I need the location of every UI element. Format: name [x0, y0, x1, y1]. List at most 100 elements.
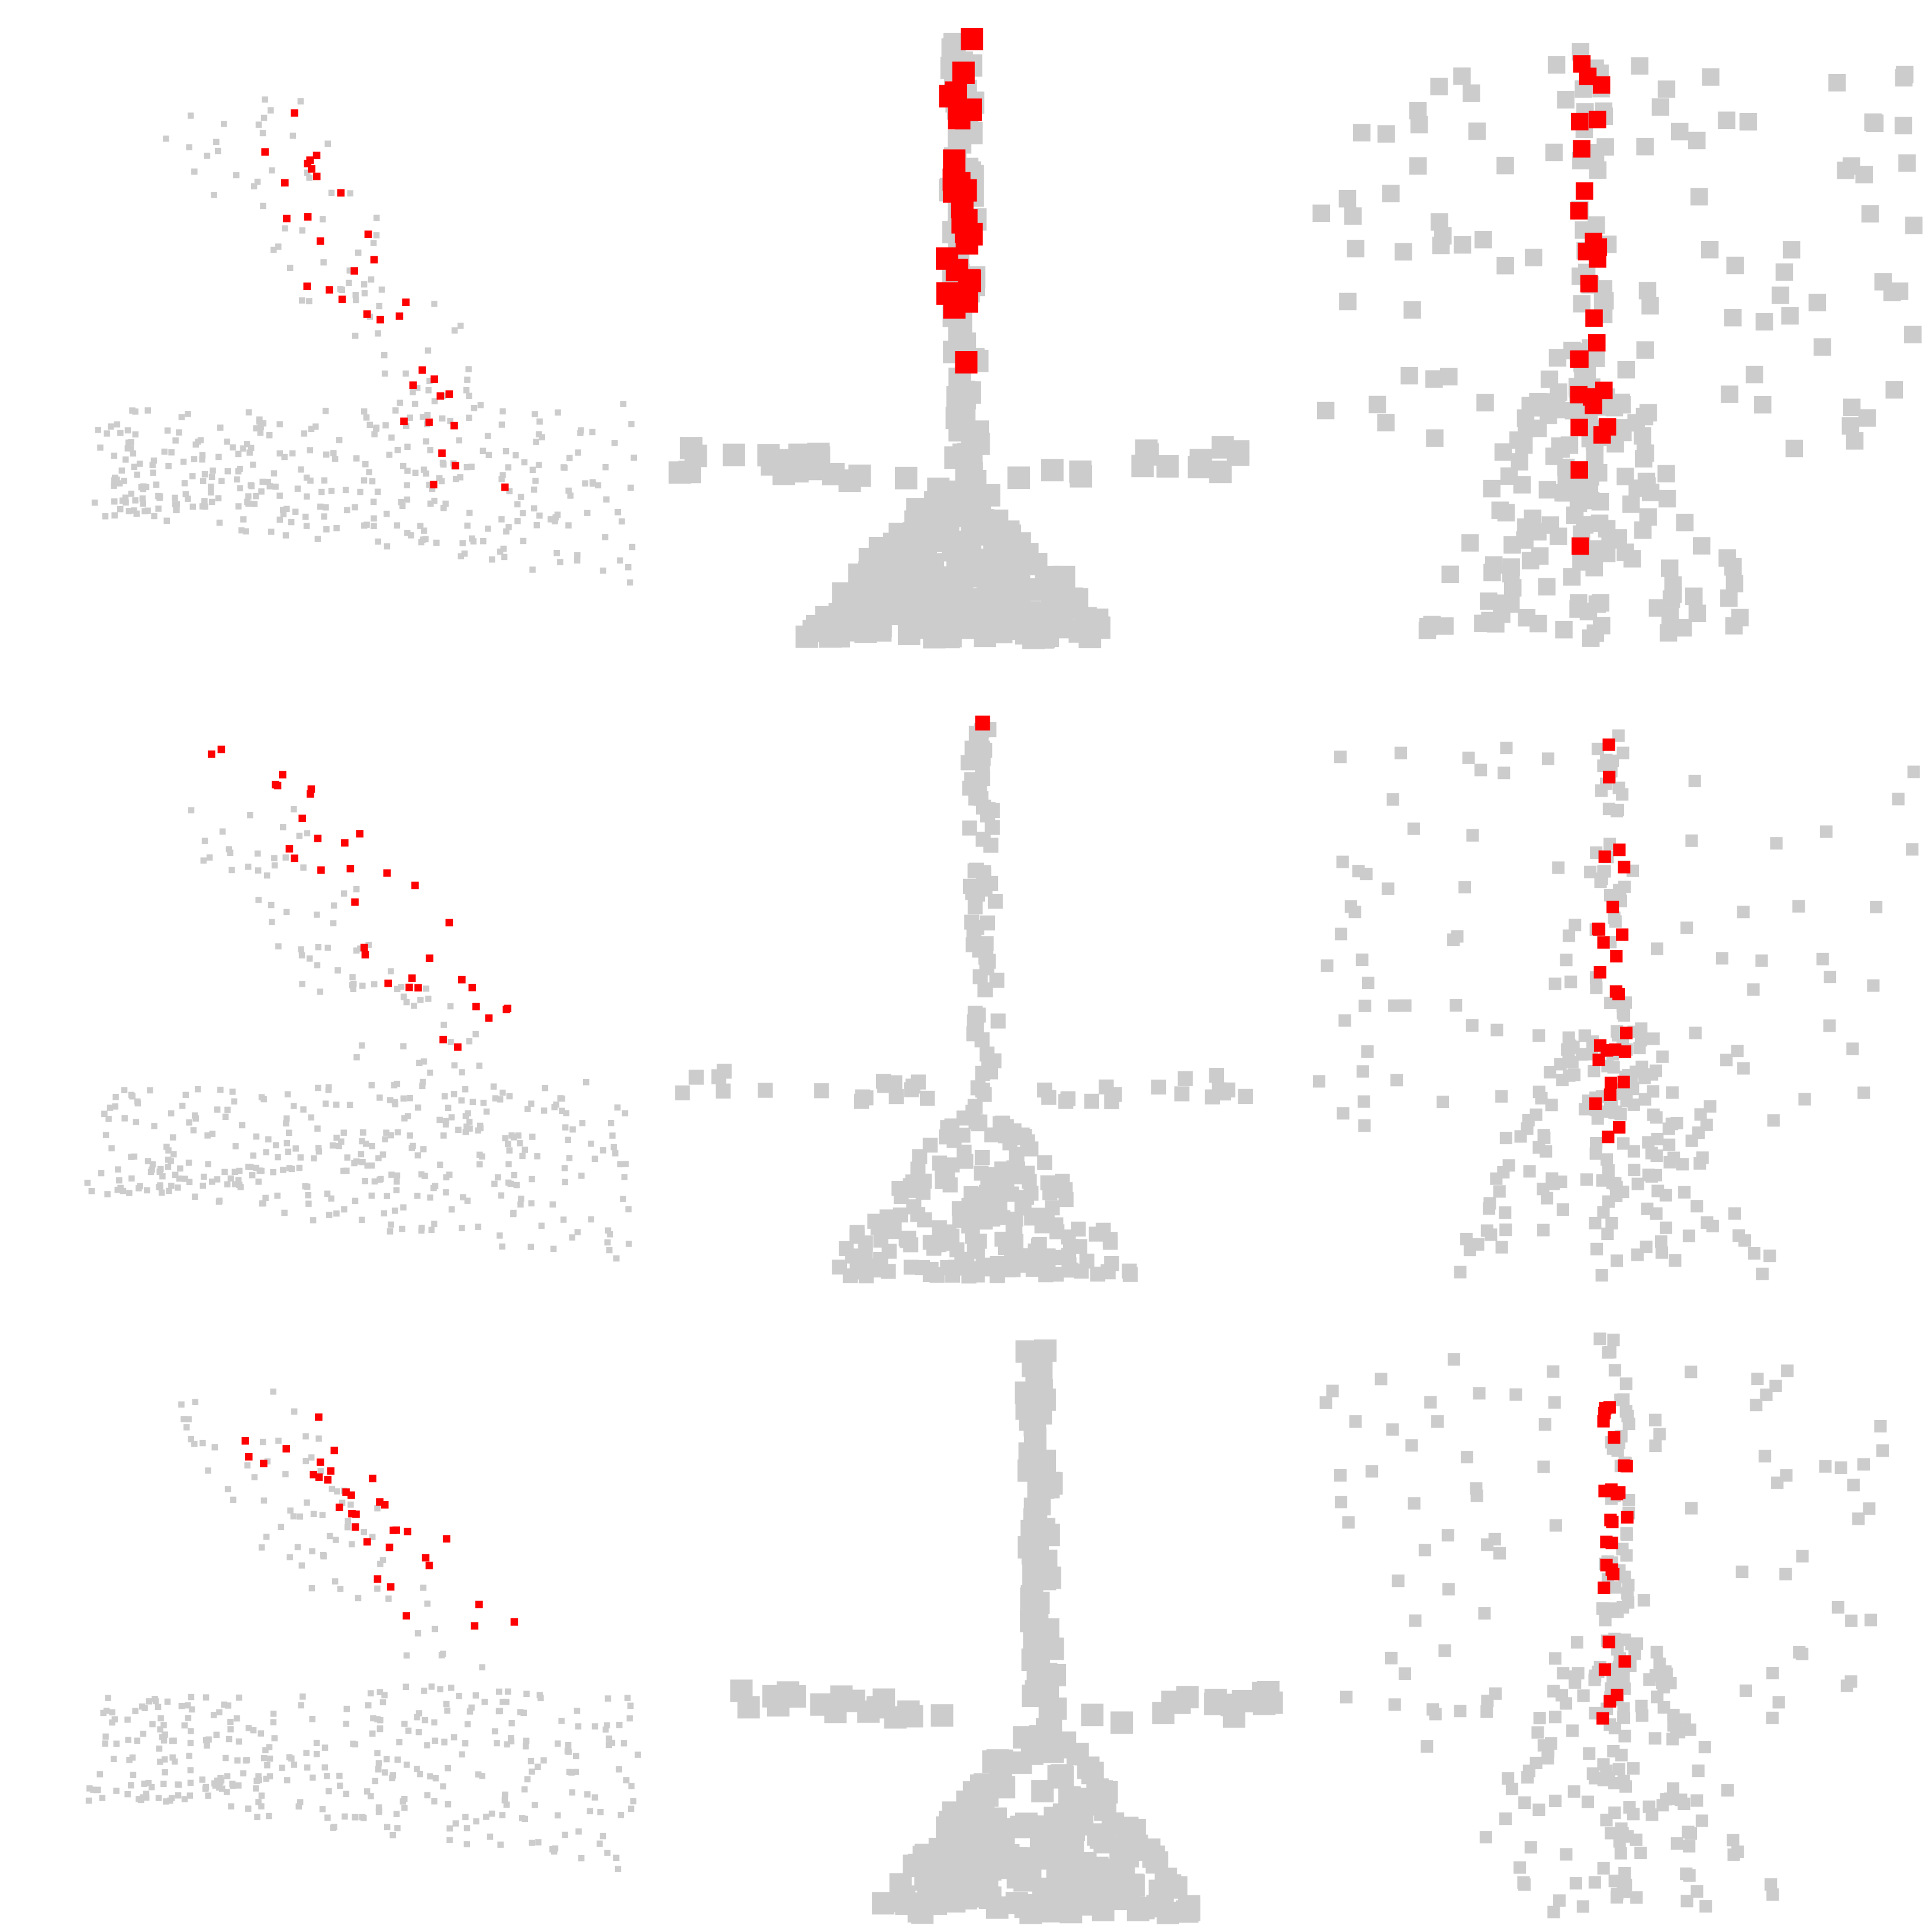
highlight-point	[1570, 202, 1588, 220]
context-point	[1614, 423, 1632, 442]
context-point	[1892, 793, 1905, 806]
context-point	[1152, 1702, 1175, 1724]
context-point	[578, 1855, 585, 1862]
context-point	[1623, 550, 1641, 568]
context-point	[188, 1693, 195, 1701]
context-point	[1408, 1497, 1421, 1510]
context-point	[497, 1708, 503, 1714]
context-point	[951, 1201, 967, 1216]
context-point	[1704, 1100, 1717, 1113]
context-point	[558, 1718, 565, 1724]
context-point	[164, 1698, 171, 1705]
context-point	[1450, 999, 1463, 1012]
context-point	[1622, 1579, 1635, 1592]
context-point	[360, 408, 368, 415]
context-point	[1651, 942, 1664, 955]
context-point	[420, 1058, 427, 1065]
context-point	[205, 1736, 212, 1743]
context-point	[523, 1743, 529, 1750]
context-point	[1855, 166, 1873, 183]
context-point	[566, 1155, 573, 1161]
context-point	[1631, 1637, 1644, 1650]
context-point	[1437, 1096, 1450, 1109]
context-point	[1549, 1519, 1562, 1532]
highlight-point	[350, 267, 358, 275]
context-point	[313, 423, 319, 430]
context-point	[375, 1808, 382, 1815]
context-point	[575, 449, 581, 456]
context-point	[448, 1114, 455, 1120]
context-point	[264, 1458, 271, 1465]
context-point	[1388, 1698, 1401, 1711]
context-point	[604, 1239, 611, 1246]
context-point	[149, 1784, 155, 1791]
context-point	[248, 483, 255, 490]
context-point	[1816, 952, 1829, 965]
context-point	[1618, 1633, 1631, 1646]
context-point	[1548, 977, 1561, 990]
highlight-point	[1608, 1431, 1621, 1444]
context-point	[257, 430, 264, 436]
context-point	[260, 114, 268, 121]
context-point	[595, 482, 601, 489]
context-point	[1685, 587, 1703, 606]
context-point	[170, 1737, 177, 1744]
context-point	[1905, 216, 1923, 234]
context-point	[298, 1702, 304, 1709]
context-point	[1671, 123, 1689, 141]
context-point	[532, 411, 538, 417]
context-point	[1735, 1565, 1749, 1578]
context-point	[910, 1161, 926, 1177]
highlight-point	[324, 1476, 332, 1484]
context-point	[450, 1091, 458, 1097]
context-point	[116, 1177, 123, 1184]
context-point	[379, 1557, 387, 1563]
context-point	[185, 1416, 192, 1422]
context-point	[373, 232, 380, 239]
context-point	[153, 481, 160, 488]
context-point	[306, 298, 313, 305]
context-point	[1476, 394, 1494, 412]
context-point	[107, 1105, 114, 1111]
context-point	[1562, 1031, 1575, 1044]
context-point	[534, 1763, 541, 1770]
highlight-point	[1585, 397, 1602, 414]
context-point	[208, 498, 215, 505]
context-point	[1767, 1114, 1780, 1127]
context-point	[330, 1824, 337, 1831]
context-point	[1699, 1900, 1712, 1913]
context-point	[349, 974, 356, 981]
context-point	[943, 1890, 966, 1913]
context-point	[233, 172, 240, 179]
context-point	[960, 755, 976, 771]
context-point	[179, 1102, 186, 1109]
context-point	[567, 492, 574, 499]
context-point	[1541, 516, 1560, 534]
context-point	[470, 538, 477, 545]
context-point	[1819, 1460, 1832, 1473]
context-point	[427, 1773, 433, 1780]
context-point	[173, 507, 179, 514]
context-point	[604, 1722, 610, 1728]
context-point	[111, 1716, 118, 1722]
context-point	[1785, 439, 1804, 458]
context-point	[420, 414, 426, 420]
context-point	[439, 478, 445, 485]
context-point	[275, 243, 282, 250]
context-point	[110, 1756, 117, 1762]
context-point	[365, 942, 372, 948]
context-point	[1883, 284, 1901, 301]
context-point	[1079, 1253, 1094, 1269]
context-point	[897, 623, 920, 645]
context-point	[1590, 1136, 1603, 1149]
context-point	[324, 944, 331, 951]
context-point	[439, 415, 446, 422]
context-point	[140, 485, 147, 492]
context-point	[1612, 394, 1630, 411]
context-point	[462, 1740, 469, 1747]
context-point	[315, 1145, 322, 1151]
context-point	[622, 1161, 629, 1167]
context-point	[136, 1185, 142, 1192]
highlight-point	[389, 1527, 397, 1534]
highlight-point	[1603, 771, 1616, 784]
